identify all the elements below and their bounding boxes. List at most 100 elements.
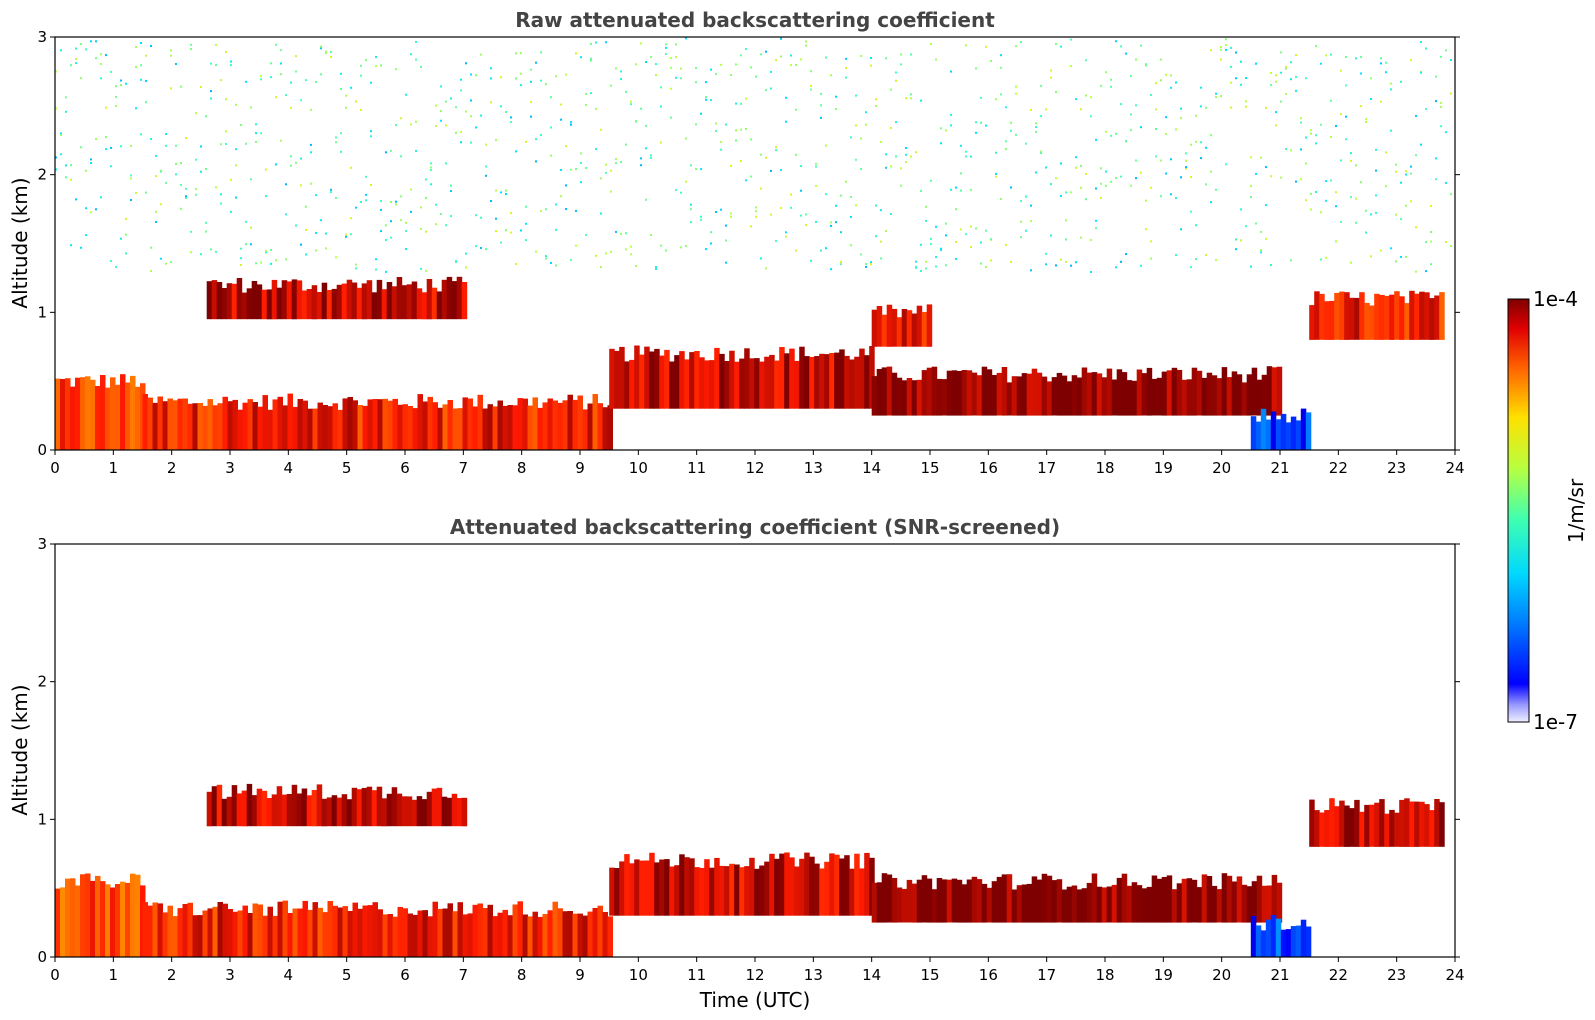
heatmap-cell (996, 876, 1003, 923)
heatmap-cell (1350, 196, 1352, 199)
heatmap-cell (165, 181, 167, 184)
heatmap-cell (955, 208, 957, 211)
heatmap-cell (880, 209, 882, 212)
heatmap-cell (1021, 373, 1028, 416)
heatmap-cell (845, 57, 847, 60)
heatmap-cell (835, 204, 837, 207)
heatmap-cell (80, 874, 86, 957)
heatmap-cell (950, 124, 952, 127)
heatmap-cell (212, 405, 218, 450)
heatmap-cell (522, 398, 528, 450)
heatmap-cell (140, 64, 142, 67)
heatmap-cell (926, 304, 933, 347)
heatmap-cell (381, 289, 388, 320)
heatmap-cell (745, 97, 747, 100)
heatmap-cell (789, 857, 795, 916)
heatmap-cell (830, 224, 832, 227)
heatmap-cell (1405, 173, 1407, 176)
heatmap-cell (555, 203, 557, 206)
heatmap-cell (805, 224, 807, 226)
heatmap-cell (270, 249, 272, 251)
heatmap-cell (1285, 148, 1287, 151)
heatmap-cell (220, 79, 222, 82)
x-tick-label: 0 (50, 459, 60, 477)
heatmap-cell (825, 56, 827, 59)
heatmap-cell (152, 902, 158, 957)
heatmap-cell (675, 43, 677, 46)
heatmap-cell (297, 908, 303, 957)
heatmap-cell (120, 237, 122, 240)
heatmap-cell (135, 66, 137, 68)
heatmap-cell (1405, 255, 1407, 258)
heatmap-cell (804, 852, 810, 916)
heatmap-cell (1240, 208, 1242, 211)
heatmap-cell (770, 213, 772, 216)
heatmap-cell (620, 232, 622, 235)
heatmap-cell (1116, 369, 1123, 416)
heatmap-cell (575, 244, 577, 247)
heatmap-cell (1045, 166, 1047, 169)
heatmap-cell (1450, 59, 1452, 62)
heatmap-cell (1196, 887, 1203, 923)
heatmap-cell (1250, 184, 1252, 187)
heatmap-cell (1021, 884, 1028, 923)
heatmap-cell (291, 279, 298, 320)
heatmap-cell (276, 287, 283, 320)
heatmap-cell (1146, 367, 1153, 416)
heatmap-cell (357, 908, 363, 957)
heatmap-cell (1076, 377, 1083, 416)
heatmap-cell (1100, 196, 1102, 199)
heatmap-cell (624, 361, 630, 409)
heatmap-cell (1170, 86, 1172, 89)
heatmap-cell (500, 105, 502, 108)
heatmap-cell (1145, 228, 1147, 231)
heatmap-cell (1355, 57, 1357, 60)
heatmap-cell (911, 313, 918, 347)
heatmap-cell (345, 235, 347, 238)
heatmap-cell (1150, 240, 1152, 243)
heatmap-cell (1344, 292, 1350, 340)
heatmap-cell (307, 408, 313, 450)
heatmap-cell (1276, 882, 1283, 923)
heatmap-cell (700, 168, 702, 171)
heatmap-cell (946, 879, 953, 923)
y-axis-label-screened: Altitude (km) (8, 684, 32, 815)
heatmap-cell (397, 907, 403, 957)
heatmap-cell (615, 67, 617, 70)
heatmap-cell (277, 396, 283, 450)
heatmap-cell (865, 263, 867, 265)
heatmap-cell (237, 409, 243, 450)
heatmap-cell (875, 104, 877, 107)
heatmap-cell (325, 247, 327, 250)
heatmap-cell (327, 901, 333, 957)
heatmap-cell (1260, 230, 1262, 233)
heatmap-cell (670, 87, 672, 90)
heatmap-cell (340, 88, 342, 90)
heatmap-cell (755, 206, 757, 209)
heatmap-cell (190, 43, 192, 46)
heatmap-cell (1090, 96, 1092, 99)
heatmap-cell (105, 136, 107, 139)
heatmap-cell (775, 146, 777, 149)
heatmap-cell (530, 80, 532, 83)
heatmap-cell (550, 126, 552, 129)
heatmap-cell (60, 379, 66, 450)
heatmap-cell (380, 208, 382, 211)
heatmap-cell (1020, 236, 1022, 239)
heatmap-cell (371, 292, 378, 320)
heatmap-cell (1120, 260, 1122, 263)
heatmap-cell (645, 198, 647, 201)
heatmap-cell (286, 794, 293, 827)
heatmap-cell (185, 187, 187, 190)
heatmap-cell (890, 88, 892, 91)
heatmap-cell (355, 100, 357, 103)
heatmap-cell (1380, 100, 1382, 103)
heatmap-cell (849, 359, 855, 409)
x-tick-label: 5 (342, 459, 352, 477)
heatmap-cell (450, 97, 452, 100)
heatmap-cell (1271, 367, 1278, 416)
heatmap-cell (341, 283, 348, 320)
heatmap-cell (615, 162, 617, 164)
x-tick-label: 12 (745, 966, 764, 984)
heatmap-cell (265, 195, 267, 198)
